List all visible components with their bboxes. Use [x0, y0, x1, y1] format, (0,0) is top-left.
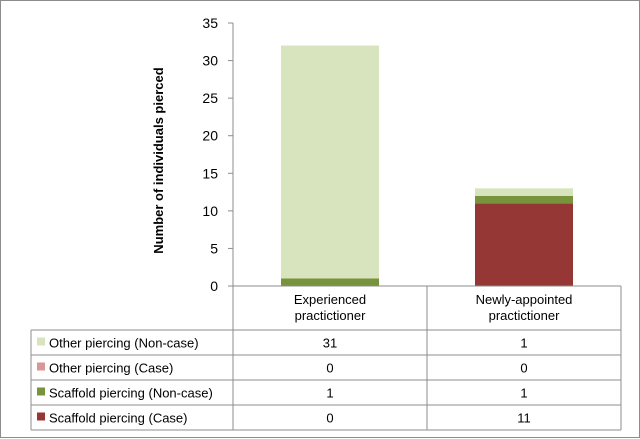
- table-series-name: Other piercing (Non-case): [49, 336, 199, 351]
- y-axis-title: Number of individuals pierced: [151, 67, 166, 253]
- x-category-label: Newly-appointed: [476, 292, 573, 307]
- bar-segment: [475, 188, 573, 196]
- bar-segment: [475, 195, 573, 204]
- table-series-name: Scaffold piercing (Case): [49, 411, 188, 426]
- table-value: 1: [520, 386, 527, 401]
- y-tick-label: 5: [210, 240, 218, 256]
- legend-key: [37, 412, 45, 421]
- legend-key: [37, 387, 45, 396]
- y-tick-label: 25: [202, 90, 218, 106]
- y-tick-label: 10: [202, 203, 218, 219]
- x-category-label: Experienced: [294, 292, 366, 307]
- x-category-label: practictioner: [489, 308, 560, 323]
- bar-segment: [475, 203, 573, 286]
- x-category-label: practictioner: [295, 308, 366, 323]
- table-series-name: Other piercing (Case): [49, 361, 173, 376]
- table-value: 11: [517, 411, 531, 426]
- y-tick-label: 0: [210, 278, 218, 294]
- legend-key: [37, 337, 45, 346]
- legend-key: [37, 362, 45, 371]
- table-value: 0: [326, 361, 333, 376]
- y-tick-label: 15: [202, 165, 218, 181]
- table-series-name: Scaffold piercing (Non-case): [49, 386, 213, 401]
- y-tick-label: 35: [202, 15, 218, 31]
- y-tick-label: 20: [202, 128, 218, 144]
- table-value: 0: [520, 361, 527, 376]
- table-value: 1: [326, 386, 333, 401]
- table-value: 31: [323, 336, 337, 351]
- table-value: 1: [520, 336, 527, 351]
- bar-segment: [281, 45, 379, 279]
- table-value: 0: [326, 411, 333, 426]
- bar-segment: [281, 278, 379, 286]
- y-tick-label: 30: [202, 53, 218, 69]
